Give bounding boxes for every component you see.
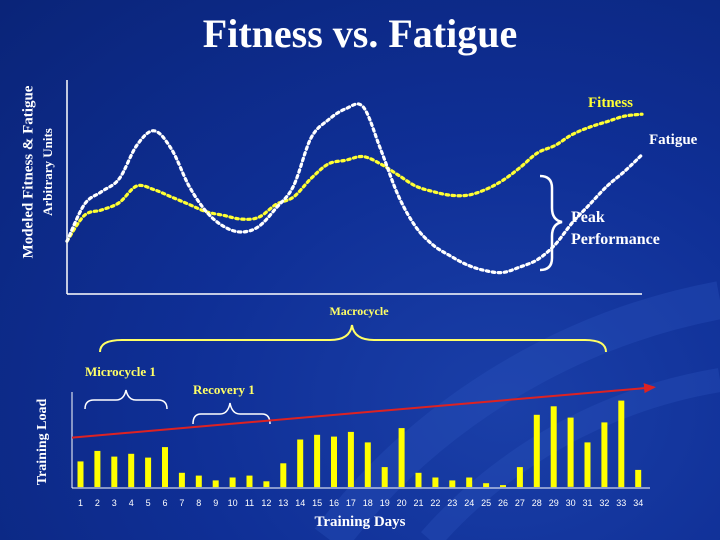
macrocycle-label: Macrocycle (329, 304, 389, 318)
training-load-bar (415, 472, 422, 488)
training-day-tick-label: 21 (413, 498, 423, 508)
training-day-tick-label: 31 (582, 498, 592, 508)
training-day-tick-label: 6 (162, 498, 167, 508)
training-day-tick-label: 22 (430, 498, 440, 508)
training-load-bar (195, 475, 202, 487)
training-day-tick-label: 26 (498, 498, 508, 508)
training-day-tick-label: 20 (397, 498, 407, 508)
training-load-bar (280, 463, 287, 488)
training-day-tick-label: 8 (196, 498, 201, 508)
performance-label: Performance (571, 231, 660, 248)
training-day-tick-label: 9 (213, 498, 218, 508)
training-day-tick-label: 17 (346, 498, 356, 508)
training-load-bar (449, 480, 456, 488)
training-load-bar (94, 450, 101, 487)
training-day-tick-label: 5 (146, 498, 151, 508)
training-day-tick-label: 16 (329, 498, 339, 508)
training-day-tick-label: 33 (616, 498, 626, 508)
training-day-tick-label: 2 (95, 498, 100, 508)
training-day-tick-label: 24 (464, 498, 474, 508)
fitness-legend-label: Fitness (588, 95, 633, 111)
training-load-bar (314, 434, 321, 488)
training-day-tick-label: 25 (481, 498, 491, 508)
trend-line (71, 383, 656, 439)
fitness-series-line (65, 112, 644, 243)
training-day-tick-label: 23 (447, 498, 457, 508)
training-load-bars (77, 400, 642, 488)
training-load-bar (178, 472, 185, 488)
training-load-bar (533, 414, 540, 487)
training-day-tick-label: 7 (179, 498, 184, 508)
training-load-bar (601, 422, 608, 487)
training-day-tick-label: 34 (633, 498, 643, 508)
training-load-bar (618, 400, 625, 488)
swoosh-1 (314, 281, 720, 540)
training-day-tick-label: 28 (532, 498, 542, 508)
training-day-tick-label: 18 (363, 498, 373, 508)
recovery-label: Recovery 1 (193, 382, 255, 397)
fatigue-series-line (65, 102, 644, 275)
training-day-tick-label: 1 (78, 498, 83, 508)
training-load-bar (145, 457, 152, 487)
slide-title: Fitness vs. Fatigue (202, 11, 518, 56)
recovery-brace (192, 402, 271, 425)
training-load-bar (432, 477, 439, 487)
training-day-tick-label: 32 (599, 498, 609, 508)
bottom-x-axis-title: Training Days (314, 514, 406, 530)
training-day-tick-label: 30 (566, 498, 576, 508)
training-load-bar (128, 453, 135, 488)
training-load-bar (398, 428, 405, 487)
training-day-tick-label: 10 (228, 498, 238, 508)
training-load-bar (77, 461, 84, 488)
bottom-y-axis-title: Training Load (35, 398, 50, 486)
training-load-bar (567, 417, 574, 487)
peak-label: Peak (571, 209, 605, 226)
training-day-tick-label: 11 (245, 498, 254, 508)
training-load-bar (381, 467, 388, 487)
training-load-bar (550, 406, 557, 488)
training-load-bar (466, 477, 473, 487)
training-load-bar (500, 485, 506, 487)
training-day-tick-label: 19 (380, 498, 390, 508)
training-load-bar (347, 431, 354, 487)
training-load-bar (483, 483, 490, 487)
training-load-bar (364, 442, 371, 487)
training-day-tick-label: 29 (549, 498, 559, 508)
top-y-axis-subtitle: Arbitrary Units (40, 128, 55, 216)
peak-performance-brace (539, 174, 563, 272)
training-load-bar (635, 469, 642, 487)
training-load-bar (111, 456, 118, 487)
microcycle-brace (84, 389, 168, 410)
macrocycle-brace (99, 324, 607, 353)
training-day-tick-labels: 1 2 3 4 5 6 7 8 9 10 11 12 13 14 15 16 17 18 19 20 21 22 23 24 2… (78, 498, 643, 508)
training-day-tick-label: 3 (112, 498, 117, 508)
training-load-bar (331, 436, 337, 487)
training-day-tick-label: 4 (129, 498, 134, 508)
training-day-tick-label: 15 (312, 498, 322, 508)
fatigue-legend-label: Fatigue (649, 132, 698, 148)
training-day-tick-label: 12 (261, 498, 271, 508)
training-load-bar (516, 467, 523, 487)
training-load-bar (229, 477, 236, 487)
microcycle-label: Microcycle 1 (85, 364, 156, 379)
top-y-axis-title: Modeled Fitness & Fatigue (20, 85, 37, 259)
training-load-bar (212, 480, 219, 488)
training-load-bar (162, 447, 168, 487)
training-day-tick-label: 14 (295, 498, 305, 508)
training-day-tick-label: 27 (515, 498, 525, 508)
training-day-tick-label: 13 (278, 498, 288, 508)
training-load-bar (584, 442, 591, 487)
training-load-bar (297, 439, 304, 487)
training-load-bar (263, 481, 270, 487)
training-load-bar (246, 475, 253, 487)
